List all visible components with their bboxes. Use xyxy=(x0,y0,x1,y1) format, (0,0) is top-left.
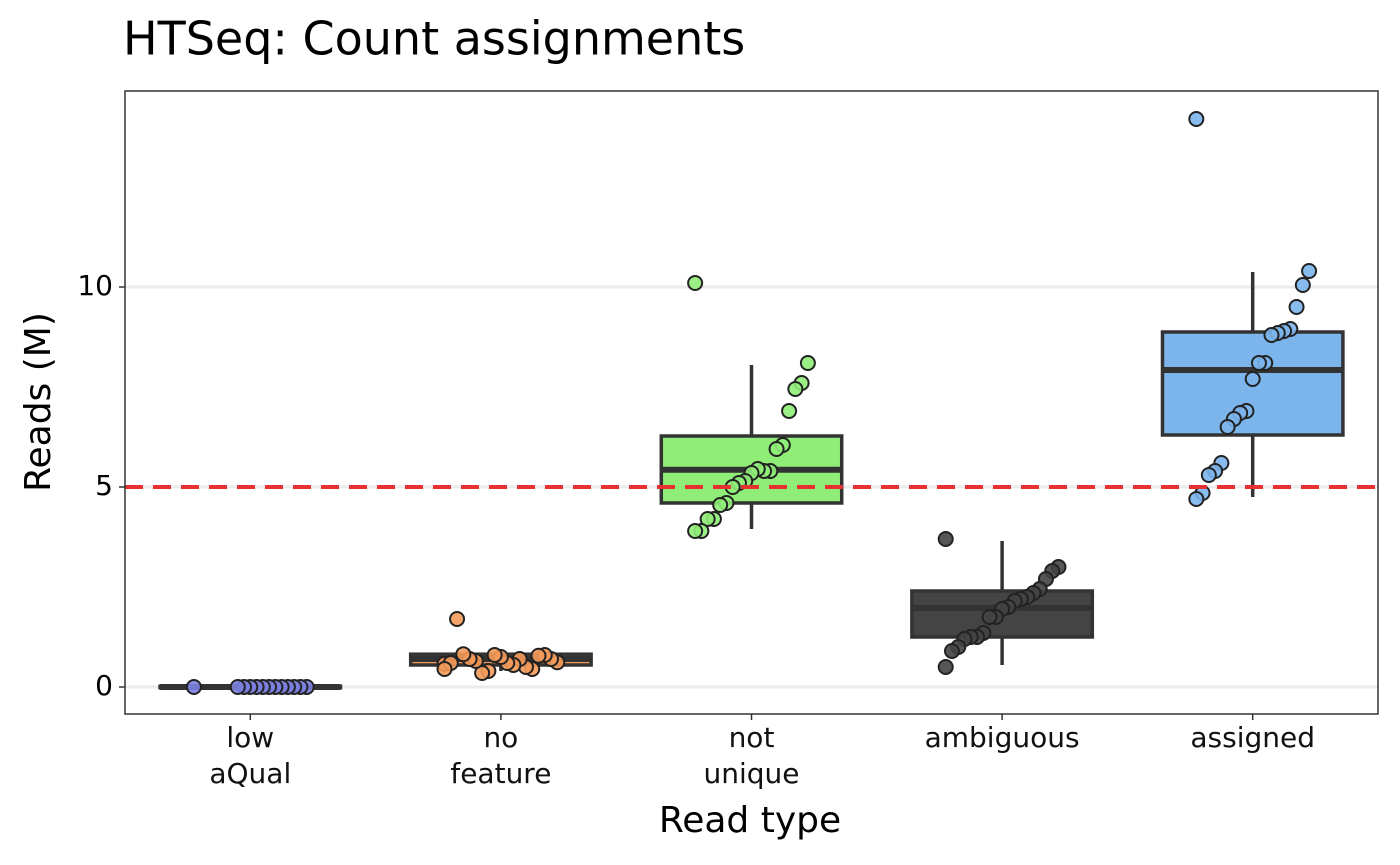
point xyxy=(185,679,202,695)
chart-title: HTSeq: Count assignments xyxy=(123,12,745,66)
point xyxy=(436,661,453,677)
point xyxy=(799,355,816,371)
point xyxy=(943,643,960,659)
point xyxy=(768,441,785,457)
y-tick-label: 5 xyxy=(95,469,113,502)
point xyxy=(687,275,704,291)
y-tick-label: 10 xyxy=(77,269,113,302)
point xyxy=(712,497,729,513)
point xyxy=(1294,277,1311,293)
plot-frame xyxy=(124,90,1379,715)
point xyxy=(687,523,704,539)
point xyxy=(474,665,491,681)
point xyxy=(455,646,472,663)
point xyxy=(1188,111,1205,127)
point xyxy=(1219,419,1236,435)
point xyxy=(229,679,246,695)
point xyxy=(530,647,547,664)
x-tick-label: not unique xyxy=(703,721,800,790)
y-tick-label: 0 xyxy=(95,669,113,702)
point xyxy=(1263,327,1280,343)
x-tick-label: ambiguous xyxy=(924,721,1080,754)
point xyxy=(486,647,503,663)
point xyxy=(1244,371,1261,387)
x-axis-title: Read type xyxy=(659,800,841,841)
x-tick-label: no feature xyxy=(450,721,552,790)
point xyxy=(981,609,998,625)
point xyxy=(937,531,954,547)
point xyxy=(1288,299,1305,315)
point xyxy=(699,511,716,527)
point xyxy=(1301,263,1318,279)
point xyxy=(1250,355,1267,371)
x-tick-label: low aQual xyxy=(209,721,292,790)
point xyxy=(1188,491,1205,507)
point xyxy=(449,611,466,627)
point xyxy=(937,659,954,675)
point xyxy=(1200,467,1217,483)
point xyxy=(781,403,798,419)
y-axis-title: Reads (M) xyxy=(18,312,59,492)
x-tick-label: assigned xyxy=(1190,721,1315,754)
point xyxy=(787,381,804,397)
